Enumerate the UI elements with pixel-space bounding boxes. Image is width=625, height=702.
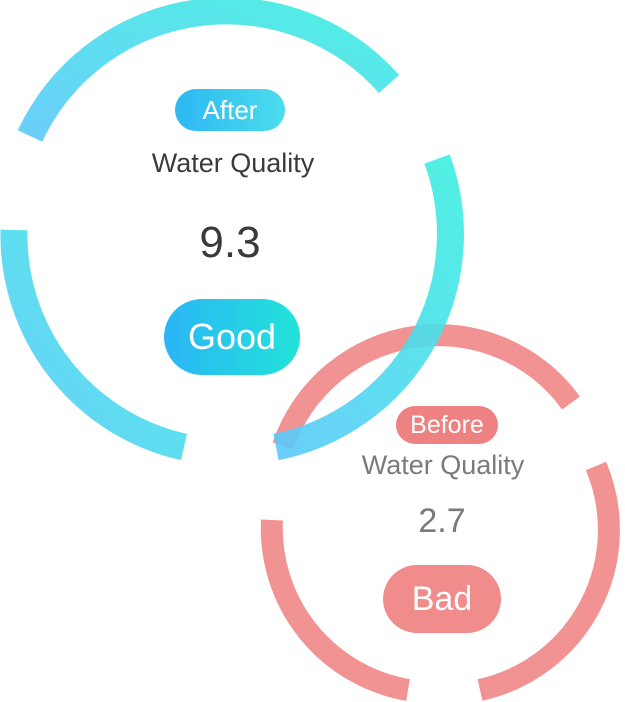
after-ring-arc-right xyxy=(273,154,464,461)
before-water-quality-label: Water Quality xyxy=(361,450,525,480)
before-ring-arc-right xyxy=(477,461,620,701)
after-tag-badge: After xyxy=(175,89,285,131)
before-tag-badge: Before xyxy=(396,406,498,444)
after-score-value: 9.3 xyxy=(199,218,261,267)
before-status-button[interactable]: Bad xyxy=(383,565,501,633)
after-ring-arc-left xyxy=(0,229,187,461)
before-score-value: 2.7 xyxy=(418,502,466,540)
after-ring-arc-top xyxy=(17,0,400,142)
after-water-quality-label: Water Quality xyxy=(151,148,315,178)
after-ring xyxy=(0,0,464,461)
after-status-button[interactable]: Good xyxy=(164,299,300,375)
before-ring-arc-left xyxy=(260,519,410,701)
